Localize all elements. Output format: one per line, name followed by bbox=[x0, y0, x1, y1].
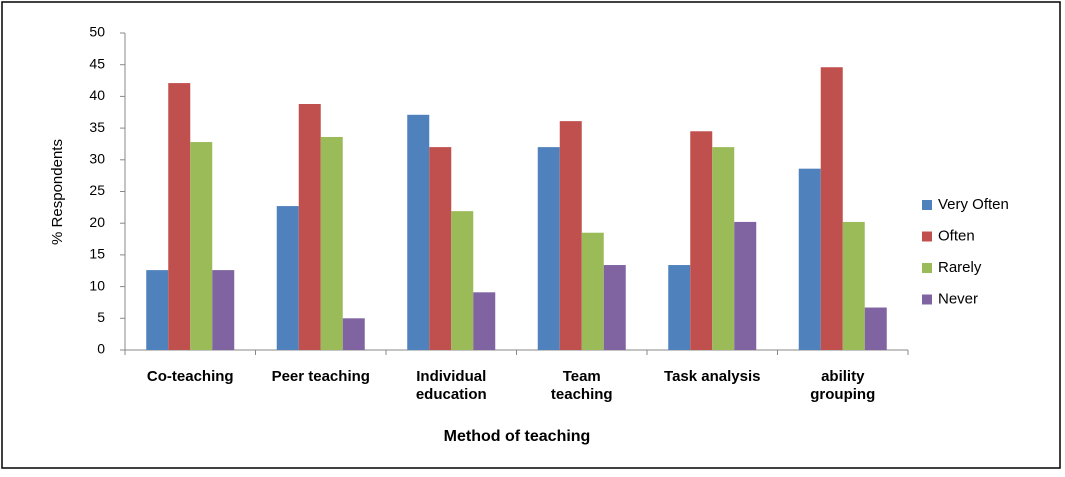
y-tick-label: 25 bbox=[89, 182, 105, 198]
bar bbox=[559, 121, 582, 350]
bar bbox=[603, 265, 626, 350]
bar bbox=[842, 221, 865, 350]
legend-swatch bbox=[922, 200, 932, 210]
bar bbox=[190, 142, 213, 350]
chart-border bbox=[1, 1, 1061, 469]
y-tick-label: 20 bbox=[89, 214, 105, 230]
x-tick-label: Individual education bbox=[416, 368, 487, 403]
bar bbox=[212, 270, 235, 350]
bar bbox=[734, 221, 757, 350]
x-tick-label: Peer teaching bbox=[272, 368, 370, 385]
y-tick-label: 50 bbox=[89, 24, 105, 40]
x-tick-label: Co-teaching bbox=[147, 368, 234, 385]
bar bbox=[298, 104, 321, 351]
bar bbox=[276, 206, 299, 350]
bar bbox=[798, 168, 821, 350]
y-tick-label: 45 bbox=[89, 55, 105, 71]
bar bbox=[820, 67, 843, 351]
bar bbox=[712, 147, 735, 350]
legend-label: Rarely bbox=[938, 259, 982, 276]
y-tick-label: 15 bbox=[89, 246, 105, 262]
legend-swatch bbox=[922, 263, 932, 273]
x-tick-label: ability grouping bbox=[810, 368, 875, 403]
y-tick-label: 0 bbox=[97, 341, 105, 357]
y-tick-label: 30 bbox=[89, 151, 105, 167]
bar bbox=[168, 83, 191, 350]
y-tick-label: 5 bbox=[97, 309, 105, 325]
y-tick-label: 10 bbox=[89, 277, 105, 293]
bar bbox=[407, 114, 430, 350]
bar bbox=[429, 147, 452, 350]
bar bbox=[451, 211, 474, 350]
bar bbox=[473, 292, 496, 350]
legend-swatch bbox=[922, 294, 932, 305]
x-tick-label: Task analysis bbox=[664, 368, 760, 385]
bar bbox=[864, 307, 887, 350]
legend-swatch bbox=[922, 231, 932, 242]
y-tick-label: 40 bbox=[89, 87, 105, 103]
bar bbox=[342, 318, 365, 350]
bar bbox=[146, 270, 169, 350]
bar bbox=[320, 136, 343, 350]
bar bbox=[668, 265, 691, 350]
x-tick-label: Team teaching bbox=[551, 368, 613, 403]
y-tick-label: 35 bbox=[89, 119, 105, 135]
legend-label: Often bbox=[938, 227, 975, 244]
y-axis-title: % Respondents bbox=[49, 139, 66, 245]
bar bbox=[537, 147, 560, 350]
bar bbox=[581, 232, 604, 350]
x-axis-title: Method of teaching bbox=[444, 428, 591, 445]
legend-label: Never bbox=[938, 290, 978, 307]
legend-label: Very Often bbox=[938, 196, 1009, 213]
bar bbox=[690, 131, 713, 350]
